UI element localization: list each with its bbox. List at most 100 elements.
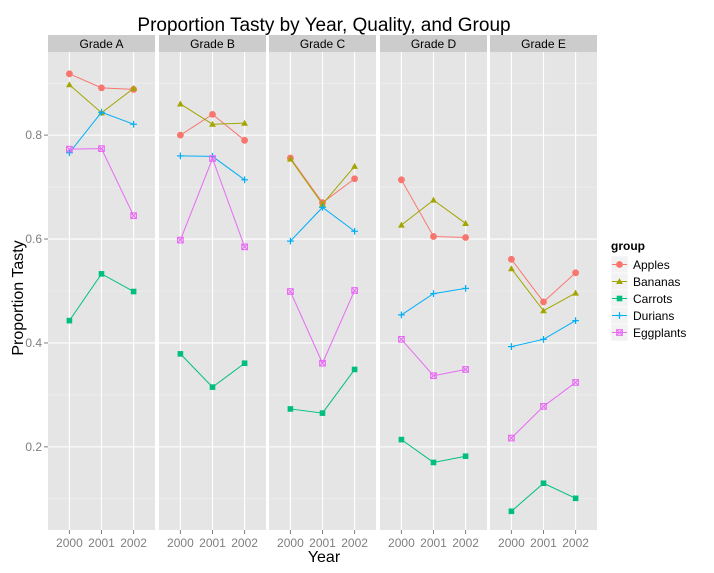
facet-panel-3: Grade C 2000 2001 2002 [269, 35, 376, 550]
legend-key-marker [616, 278, 623, 285]
data-point-carrots [398, 436, 405, 443]
data-point-eggplants-d2 [209, 155, 216, 162]
data-point-durians [241, 176, 248, 184]
data-point-bananas [540, 307, 547, 314]
x-tick-label: 2002 [231, 536, 258, 550]
data-point-eggplants [241, 243, 248, 251]
legend-item-durians: Durians [610, 306, 674, 325]
data-point-eggplants-box [177, 236, 184, 244]
data-point-eggplants-box [209, 155, 216, 162]
data-point-eggplants-d2 [130, 212, 137, 219]
facet-strip [380, 35, 487, 52]
data-point-eggplants [462, 366, 469, 373]
data-point-eggplants-d2 [398, 336, 405, 343]
facet-strip [159, 35, 266, 52]
data-point-eggplants [351, 287, 358, 294]
data-point-bananas [66, 81, 73, 88]
data-point-carrots [351, 366, 358, 373]
facet-strip-label: Grade D [411, 37, 457, 51]
legend-key-marker [616, 312, 623, 319]
facet-panel-5: Grade E 2000 2001 2002 [490, 35, 597, 550]
x-tick-label: 2001 [309, 536, 336, 550]
legend-title: group [611, 239, 645, 253]
x-tick-label: 2001 [199, 536, 226, 550]
facet-strip-label: Grade C [300, 37, 346, 51]
data-point-apples [540, 298, 547, 306]
x-tick-label: 2000 [167, 536, 194, 550]
facet-strip [490, 35, 597, 52]
data-point-bananas [130, 84, 137, 91]
data-point-carrots [462, 453, 469, 460]
data-point-bananas [177, 100, 184, 107]
data-point-carrots [540, 480, 547, 487]
data-point-eggplants-box [508, 434, 515, 442]
x-tick-label: 2002 [562, 536, 589, 550]
data-point-eggplants [572, 379, 579, 386]
legend-key-marker-d2 [616, 329, 623, 336]
data-point-eggplants-box [540, 402, 547, 410]
legend-item-bananas: Bananas [610, 272, 680, 291]
data-point-bananas [572, 289, 579, 296]
data-point-durians [351, 227, 358, 235]
data-point-eggplants-d2 [241, 243, 248, 250]
data-point-apples [66, 70, 73, 78]
x-tick-label: 2002 [120, 536, 147, 550]
data-point-eggplants [130, 212, 137, 220]
data-point-bananas [241, 119, 248, 126]
data-point-durians [177, 152, 184, 160]
legend-item-eggplants: Eggplants [610, 323, 686, 342]
legend-label: Bananas [633, 275, 680, 289]
data-point-durians [66, 149, 73, 157]
data-point-durians [540, 335, 547, 343]
facet-strip [48, 35, 155, 52]
legend-label: Carrots [633, 292, 672, 306]
chart-title: Proportion Tasty by Year, Quality, and G… [137, 15, 510, 36]
legend-label: Durians [633, 309, 674, 323]
data-point-durians [287, 237, 294, 245]
data-point-apples [241, 136, 249, 144]
data-point-eggplants-box [398, 335, 405, 343]
legend-label: Apples [633, 258, 670, 272]
data-point-apples [508, 255, 515, 263]
data-point-apples [209, 110, 216, 118]
data-point-eggplants-d2 [351, 287, 358, 294]
data-point-eggplants [177, 236, 184, 244]
data-point-eggplants [540, 402, 547, 410]
facet-strip [269, 35, 376, 52]
data-point-eggplants-d2 [540, 403, 547, 410]
x-tick-label: 2000 [388, 536, 415, 550]
x-tick-label: 2000 [277, 536, 304, 550]
legend-key-marker [616, 261, 623, 268]
facet-strip-label: Grade A [79, 37, 123, 51]
legend-item-carrots: Carrots [610, 289, 672, 308]
data-point-durians [508, 343, 515, 350]
x-tick-label: 2001 [530, 536, 557, 550]
data-point-eggplants-d2 [430, 372, 437, 379]
data-point-eggplants [66, 145, 73, 153]
data-point-eggplants-box [319, 359, 326, 367]
data-point-eggplants [287, 288, 294, 295]
legend-key-marker [616, 329, 623, 336]
facet-panel-2: Grade B 2000 2001 2002 [159, 35, 266, 550]
data-point-bananas [462, 220, 469, 227]
data-point-eggplants-box [462, 366, 469, 373]
data-point-eggplants-d2 [287, 288, 294, 295]
data-point-durians [319, 203, 326, 211]
data-point-carrots [508, 508, 515, 515]
y-axis-label: Proportion Tasty [10, 240, 27, 355]
x-axis-label: Year [308, 549, 341, 566]
data-point-apples [177, 131, 184, 139]
data-point-apples [398, 176, 405, 184]
data-point-durians [98, 108, 105, 116]
data-point-eggplants-box [572, 379, 579, 386]
data-point-eggplants-box [430, 372, 437, 380]
data-point-eggplants [508, 434, 515, 442]
data-point-eggplants-d2 [462, 366, 469, 373]
data-point-eggplants-d2 [508, 434, 515, 442]
y-tick-label: 0.2 [25, 440, 42, 454]
data-point-apples [572, 269, 579, 277]
data-point-durians [398, 311, 405, 319]
data-point-carrots [66, 317, 73, 324]
data-point-bananas [209, 120, 216, 127]
data-point-eggplants [98, 145, 105, 152]
